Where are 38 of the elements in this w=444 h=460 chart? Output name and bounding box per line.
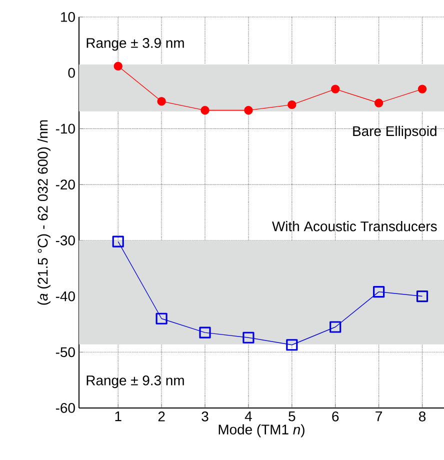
point — [288, 100, 296, 110]
x-tick-label: 7 — [376, 412, 382, 422]
point — [373, 286, 385, 298]
point — [242, 332, 254, 344]
point — [157, 96, 166, 106]
y-tick-label: -40 — [56, 291, 75, 302]
point — [244, 106, 253, 115]
annotation: Range ± 9.3 nm — [86, 375, 184, 388]
y-tick-label: -30 — [56, 235, 75, 246]
point — [374, 98, 384, 108]
x-tick-label: 2 — [158, 412, 165, 422]
x-tick-label: 3 — [202, 412, 208, 422]
y-tick-label: -60 — [56, 403, 75, 413]
x-tick-label: 6 — [332, 412, 339, 422]
point — [330, 321, 342, 333]
point — [112, 236, 124, 248]
y-tick-label: 0 — [68, 68, 75, 78]
point — [200, 106, 210, 115]
y-tick-label: -10 — [56, 124, 75, 134]
annotation: With Acoustic Transducers — [272, 221, 437, 232]
point — [156, 312, 168, 324]
y-tick-label: 10 — [61, 12, 75, 22]
y-tick-label: -20 — [56, 180, 75, 190]
y-tick-label: -50 — [56, 347, 75, 358]
y-axis-title: (a (21.5 °C) - 62 032 600) /nm — [37, 120, 50, 305]
point — [199, 326, 211, 338]
point — [286, 339, 298, 351]
point — [418, 84, 427, 94]
annotation: Bare Ellipsoid — [353, 126, 436, 139]
point — [416, 290, 428, 302]
x-tick-label: 1 — [115, 412, 122, 422]
x-tick-label: 4 — [244, 412, 252, 422]
point — [114, 62, 122, 71]
x-axis-title: Mode (TM1 n) — [218, 424, 304, 438]
x-tick-label: 5 — [288, 412, 296, 422]
x-tick-label: 8 — [418, 412, 426, 422]
point — [331, 84, 340, 94]
annotation: Range ± 3.9 nm — [86, 38, 184, 51]
